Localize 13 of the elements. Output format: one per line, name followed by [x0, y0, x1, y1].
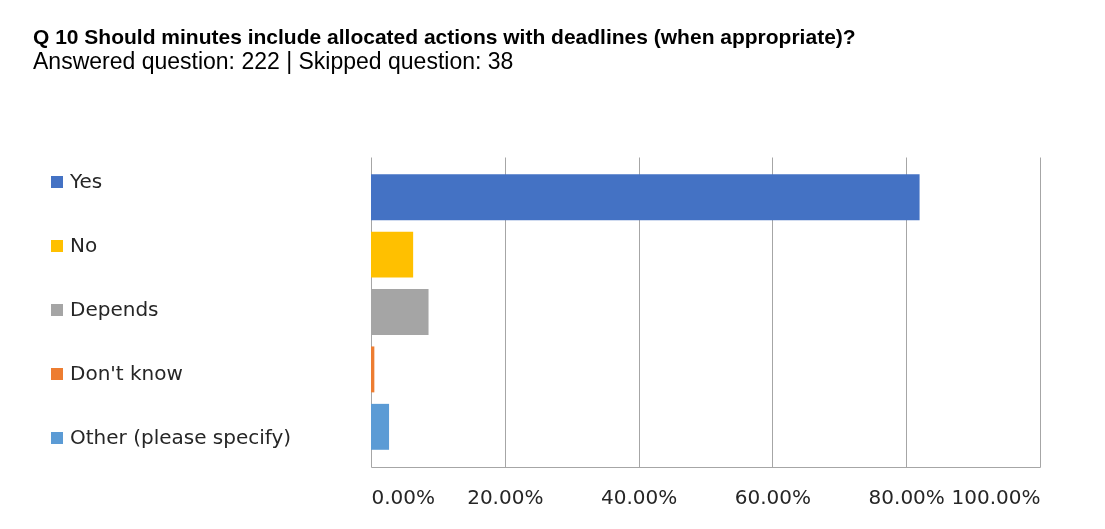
legend-label: Other (please specify): [70, 425, 292, 449]
x-tick-label: 40.00%: [600, 484, 678, 509]
legend-label: No: [70, 233, 98, 257]
legend-label: Yes: [69, 169, 103, 193]
x-tick-label: 60.00%: [734, 484, 812, 509]
legend-label: Depends: [70, 297, 159, 321]
x-tick-label: 80.00%: [868, 484, 945, 509]
chart-title: Q 10 Should minutes include allocated actions with deadlines (when appropriate)?: [33, 25, 856, 48]
x-tick-label: 20.00%: [467, 484, 544, 509]
x-tick-label: 0.00%: [371, 484, 436, 509]
x-tick-label: 100.00%: [951, 484, 1041, 509]
legend-label: Don't know: [70, 361, 183, 385]
chart-subtitle: Answered question: 222 | Skipped question: 38: [33, 48, 514, 74]
